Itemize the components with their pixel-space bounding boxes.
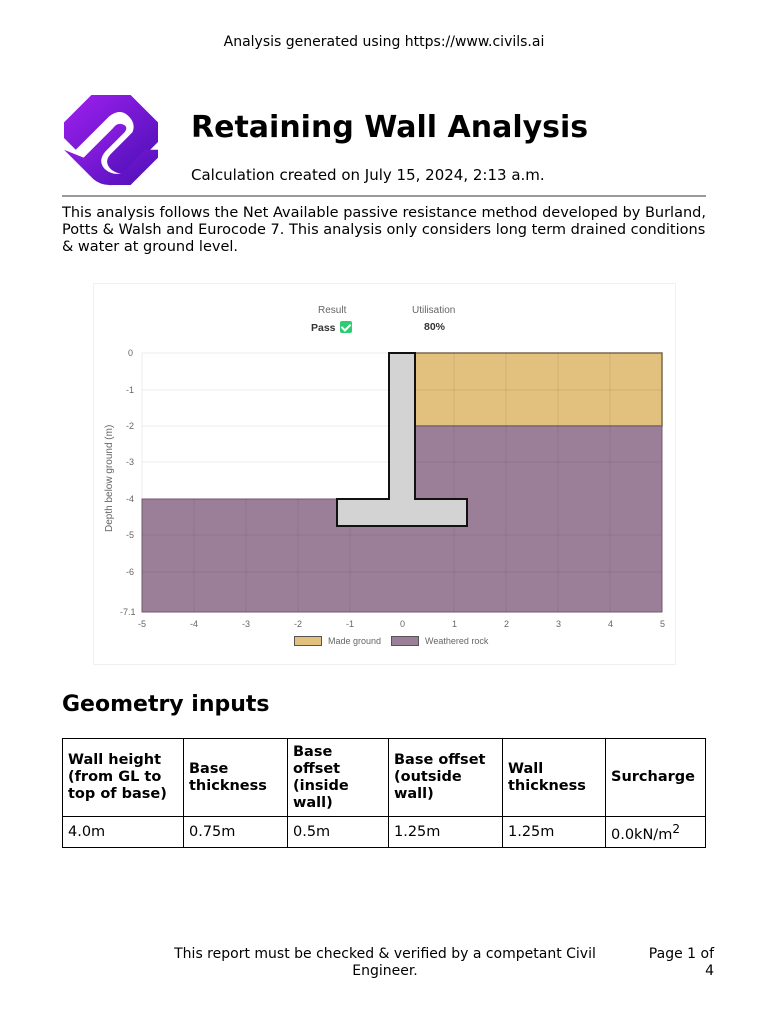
column-header: Base offset (outside wall) — [388, 738, 503, 817]
retaining-wall-shape — [336, 352, 468, 527]
x-tick: -4 — [190, 619, 199, 629]
geometry-table: Wall height (from GL to top of base) Bas… — [62, 738, 706, 848]
civils-ai-logo-icon — [64, 94, 158, 186]
y-tick: -2 — [126, 421, 135, 431]
legend-label-made-ground[interactable]: Made ground — [328, 636, 382, 646]
y-tick: -4 — [126, 494, 135, 504]
chart-legend: Made ground Weathered rock — [294, 636, 488, 646]
result-label: Result — [318, 305, 347, 316]
y-axis-label: Depth below ground (m) — [104, 424, 115, 532]
chart-frame — [93, 283, 676, 665]
x-tick: -3 — [242, 619, 251, 629]
legend-label-weathered-rock[interactable]: Weathered rock — [425, 636, 489, 646]
column-header: Surcharge — [605, 738, 706, 817]
y-tick: -1 — [126, 385, 135, 395]
x-tick: 3 — [556, 619, 562, 629]
result-value: Pass — [311, 321, 352, 334]
column-header: Wall height (from GL to top of base) — [62, 738, 184, 817]
table-cell: 1.25m — [388, 816, 503, 848]
legend-swatch-weathered-rock[interactable] — [391, 636, 420, 646]
x-tick: 4 — [608, 619, 614, 629]
table-cell: 4.0m — [62, 816, 184, 848]
y-tick: -5 — [126, 530, 135, 540]
page-number: Page 1 of 4 — [648, 946, 714, 979]
x-tick: 0 — [400, 619, 406, 629]
table-cell: 0.75m — [183, 816, 288, 848]
table-header-row: Wall height (from GL to top of base) Bas… — [62, 738, 706, 817]
y-tick: -6 — [126, 567, 135, 577]
x-tick: -1 — [346, 619, 355, 629]
check-icon — [339, 321, 352, 333]
table-cell: 1.25m — [502, 816, 606, 848]
table-cell: 0.0kN/m2 — [605, 816, 706, 848]
column-header: Wall thickness — [502, 738, 606, 817]
x-tick: -5 — [138, 619, 147, 629]
table-cell: 0.5m — [287, 816, 389, 848]
y-tick: 0 — [128, 348, 134, 358]
legend-swatch-made-ground[interactable] — [294, 636, 322, 646]
divider — [62, 195, 706, 197]
x-tick: 2 — [504, 619, 510, 629]
x-tick: -2 — [294, 619, 303, 629]
footer-disclaimer: This report must be checked & verified b… — [174, 946, 596, 979]
y-tick: -7.1 — [120, 607, 136, 617]
utilisation-value: 80% — [424, 321, 446, 333]
x-tick: 5 — [660, 619, 666, 629]
column-header: Base offset (inside wall) — [287, 738, 389, 817]
x-tick: 1 — [452, 619, 458, 629]
created-timestamp: Calculation created on July 15, 2024, 2:… — [191, 166, 545, 184]
intro-paragraph: This analysis follows the Net Available … — [62, 205, 706, 255]
table-row: 4.0m 0.75m 0.5m 1.25m 1.25m 0.0kN/m2 — [62, 816, 706, 848]
utilisation-label: Utilisation — [412, 305, 456, 316]
y-tick: -3 — [126, 457, 135, 467]
column-header: Base thickness — [183, 738, 288, 817]
section-heading-geometry: Geometry inputs — [62, 692, 270, 717]
page-title: Retaining Wall Analysis — [191, 110, 589, 145]
header-note: Analysis generated using https://www.civ… — [223, 34, 545, 50]
